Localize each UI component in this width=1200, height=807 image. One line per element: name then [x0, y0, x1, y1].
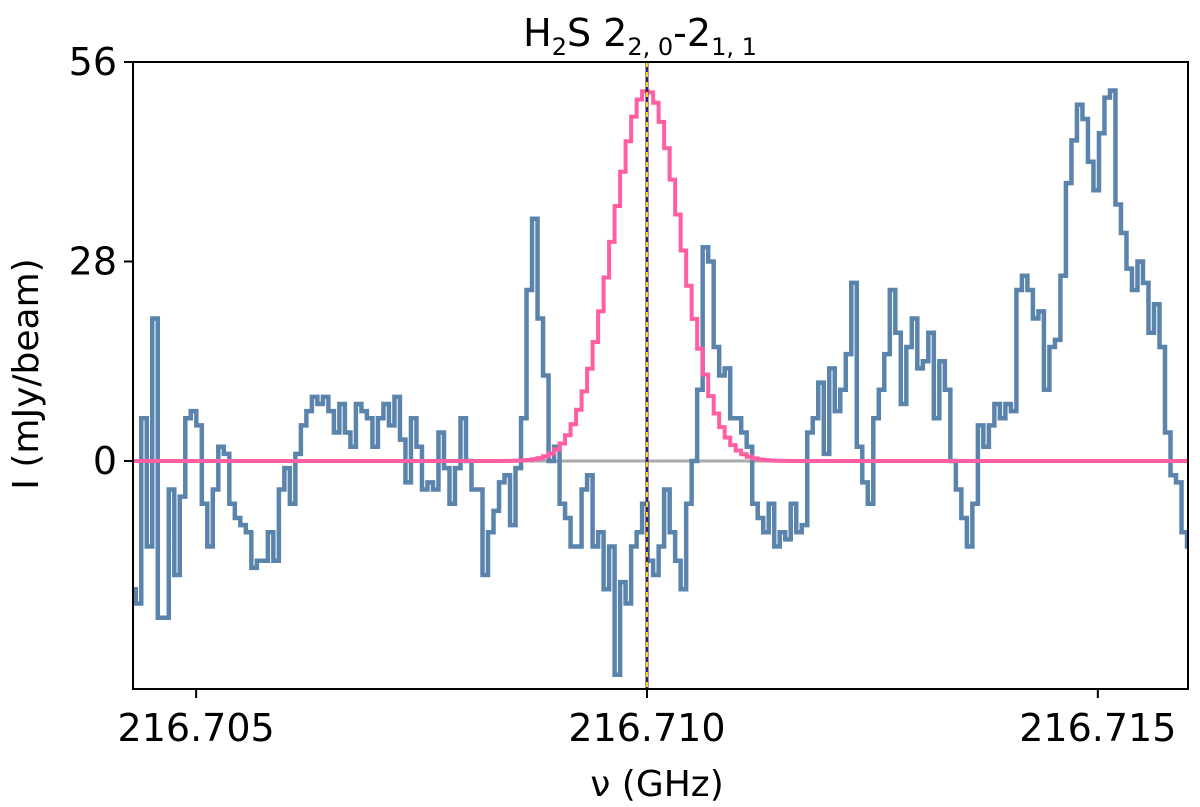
title-sub-3: 1, 1: [711, 33, 757, 61]
y-tick-label: 0: [93, 439, 117, 483]
y-tick-label: 56: [69, 40, 117, 84]
x-tick-label: 216.710: [568, 706, 725, 750]
chart-title: H2S 22, 0-21, 1: [523, 11, 757, 61]
axes-border: [132, 61, 1189, 690]
axes-frame: [132, 61, 1189, 690]
title-main: H: [523, 11, 552, 55]
observed-spectrum-line: [133, 88, 1188, 677]
plot-area: [133, 62, 1188, 689]
y-axis-ticks: 0 28 56: [69, 40, 133, 483]
model-fit-line: [133, 89, 1188, 463]
x-tick-label: 216.715: [1019, 706, 1176, 750]
y-tick-label: 28: [69, 240, 117, 284]
x-tick-label: 216.705: [118, 706, 275, 750]
y-axis-label: I (mJy/beam): [6, 258, 47, 489]
x-axis-label: ν (GHz): [590, 764, 724, 805]
title-mid: S 2: [567, 11, 627, 55]
title-dash: -2: [673, 11, 711, 55]
title-sub-1: 2: [552, 33, 567, 61]
title-sub-2: 2, 0: [627, 33, 673, 61]
x-axis-ticks: 216.705 216.710 216.715: [118, 689, 1176, 750]
